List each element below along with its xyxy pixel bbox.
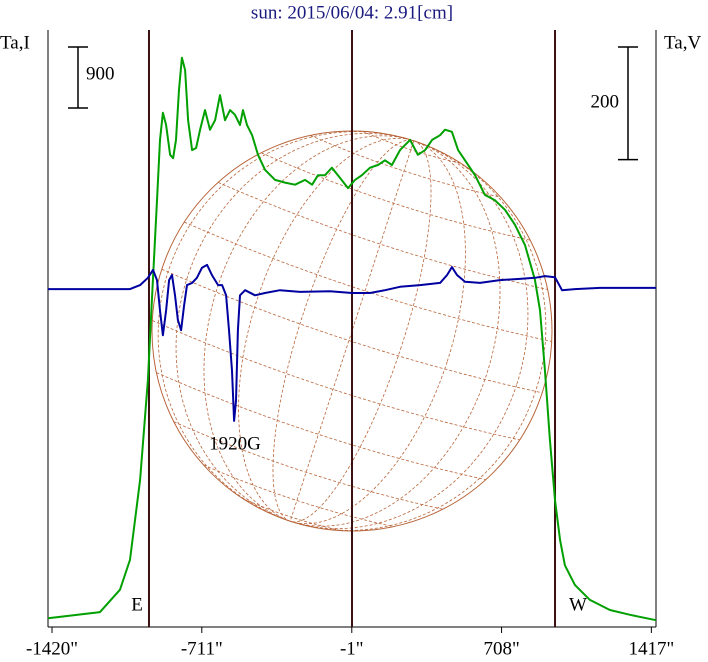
parallel <box>184 221 552 342</box>
parallel <box>203 464 394 528</box>
parallel <box>242 498 342 532</box>
parallel <box>362 130 462 164</box>
parallel <box>310 135 501 198</box>
scale-label: 900 <box>86 63 115 84</box>
parallel <box>261 152 531 241</box>
annotation: W <box>569 594 587 615</box>
y2-axis-label: Ta,V <box>664 32 701 53</box>
parallel <box>173 421 443 510</box>
data-line <box>48 263 656 422</box>
sun-disk <box>151 130 553 532</box>
data-line <box>47 56 657 622</box>
scale-label: 200 <box>591 91 620 112</box>
parallel <box>156 372 486 481</box>
x-tick-label: -711" <box>181 638 223 659</box>
y-axis-label: Ta,I <box>0 32 30 53</box>
chart-title: sun: 2015/06/04: 2.91[cm] <box>251 2 453 23</box>
x-tick-label: -1420" <box>26 638 78 659</box>
x-tick-label: 1417" <box>628 638 674 659</box>
x-tick-label: -1" <box>340 638 364 659</box>
x-tick-label: 708" <box>483 638 519 659</box>
parallel <box>152 320 520 441</box>
annotation: E <box>131 594 143 615</box>
parallel <box>161 268 543 394</box>
disk-grid <box>152 130 552 532</box>
annotation: 1920G <box>209 433 261 454</box>
